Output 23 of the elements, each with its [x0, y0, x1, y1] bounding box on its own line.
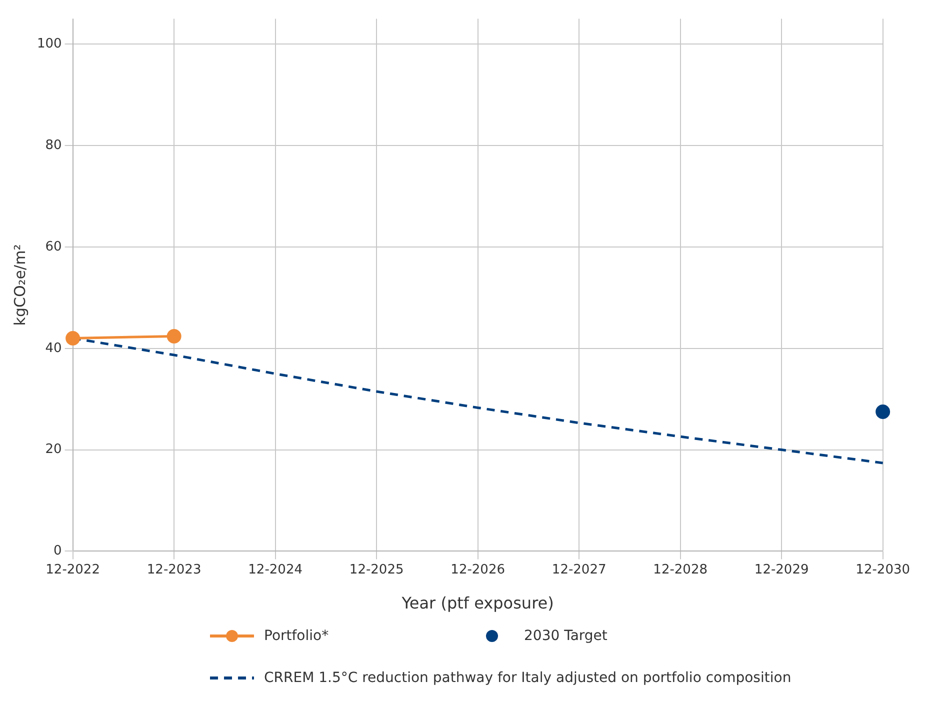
point [66, 330, 80, 346]
legend-label: Portfolio* [264, 628, 329, 644]
y-tick-label: 80 [45, 138, 62, 153]
point [166, 328, 182, 344]
legend-label: CRREM 1.5°C reduction pathway for Italy adjusted on portfolio composition [264, 670, 792, 686]
y-tick-label: 40 [45, 340, 62, 356]
y-tick-label: 100 [36, 36, 62, 52]
y-tick-label: 20 [45, 442, 62, 458]
x-tick-label: 12-2025 [349, 562, 404, 578]
x-axis-title: Year (ptf exposure) [400, 594, 554, 613]
point [876, 404, 890, 420]
x-tick-label: 12-2026 [450, 562, 505, 578]
x-tick-label: 12-2024 [248, 562, 302, 578]
legend-label: 2030 Target [524, 628, 608, 644]
x-tick-label: 12-2022 [46, 562, 100, 578]
x-tick-label: 12-2027 [552, 562, 606, 578]
y-axis-title: kgCO₂e/m² [10, 244, 29, 326]
x-tick-label: 12-2030 [856, 562, 910, 578]
x-tick-label: 12-2028 [653, 562, 708, 578]
y-tick-label: 60 [45, 239, 62, 254]
x-tick-label: 12-2023 [146, 562, 202, 578]
x-tick-label: 12-2029 [754, 562, 809, 578]
y-tick-label: 0 [54, 544, 62, 559]
